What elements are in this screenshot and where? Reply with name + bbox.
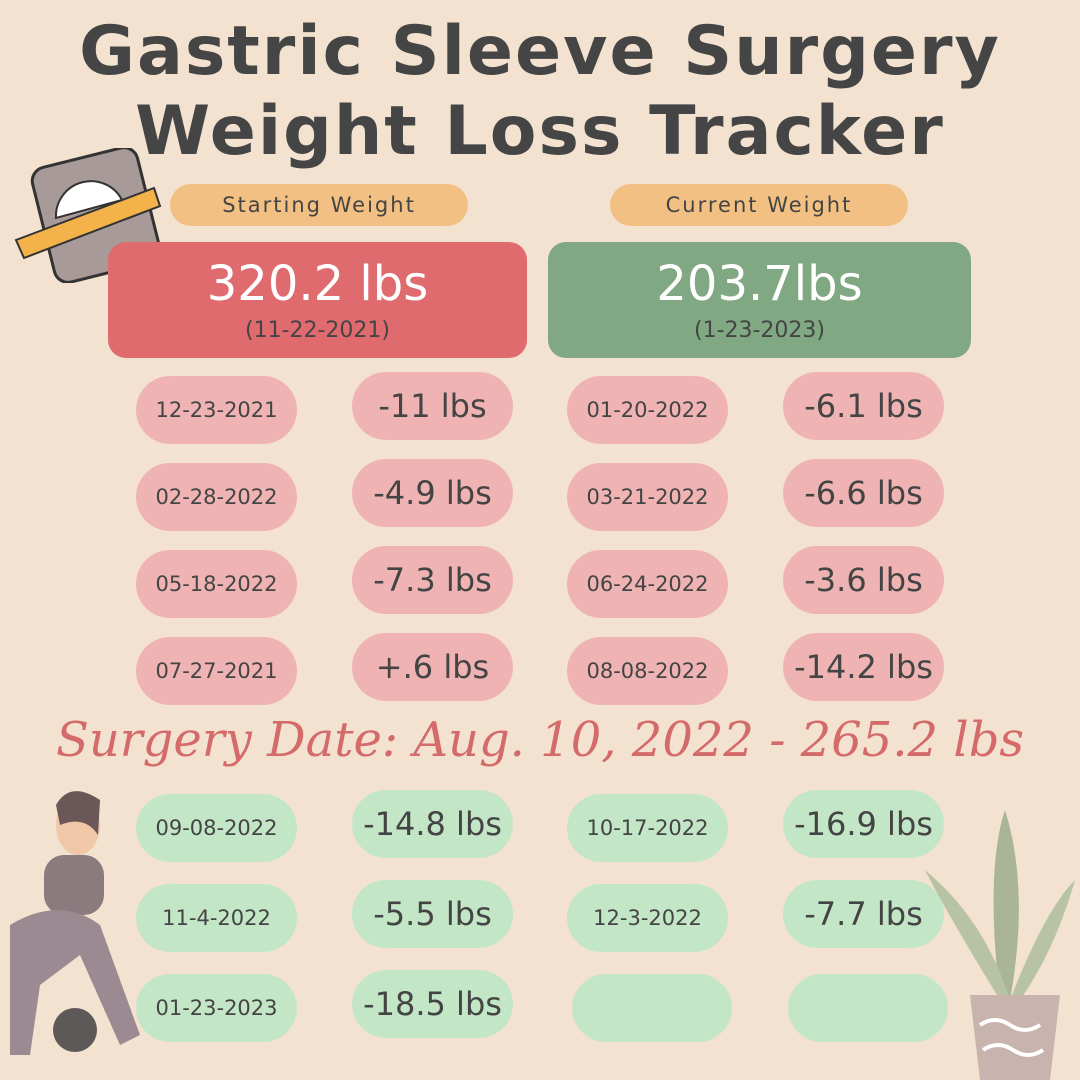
date-pill: 06-24-2022 <box>567 550 728 618</box>
label: Starting Weight <box>170 184 468 226</box>
current-card: 203.7lbs (1-23-2023) <box>548 242 971 358</box>
date-pill: 10-17-2022 <box>567 794 728 862</box>
change-pill: -14.8 lbs <box>352 790 513 858</box>
empty-pill <box>572 974 732 1042</box>
change-pill: -16.9 lbs <box>783 790 944 858</box>
change-pill: -7.3 lbs <box>352 546 513 614</box>
date: (11-22-2021) <box>244 318 391 343</box>
change-pill: -11 lbs <box>352 372 513 440</box>
date-pill: 12-3-2022 <box>567 884 728 952</box>
plant-illustration <box>925 810 1075 1080</box>
date-pill: 01-23-2023 <box>136 974 297 1042</box>
date: (1-23-2023) <box>693 318 826 343</box>
date-pill: 11-4-2022 <box>136 884 297 952</box>
date-pill: 03-21-2022 <box>567 463 728 531</box>
change-pill: -6.1 lbs <box>783 372 944 440</box>
title: Weight Loss Tracker <box>135 92 945 171</box>
title: Gastric Sleeve Surgery <box>79 12 1001 91</box>
change-pill: -5.5 lbs <box>352 880 513 948</box>
date-pill: 02-28-2022 <box>136 463 297 531</box>
change-pill: -7.7 lbs <box>783 880 944 948</box>
weight: 320.2 lbs <box>206 256 429 312</box>
date-pill: 08-08-2022 <box>567 637 728 705</box>
date-pill: 07-27-2021 <box>136 637 297 705</box>
change-pill: -14.2 lbs <box>783 633 944 701</box>
date-pill: 12-23-2021 <box>136 376 297 444</box>
date-pill: 09-08-2022 <box>136 794 297 862</box>
weight: 203.7lbs <box>656 256 863 312</box>
change-pill: +.6 lbs <box>352 633 513 701</box>
change-pill: -4.9 lbs <box>352 459 513 527</box>
change-pill: -3.6 lbs <box>783 546 944 614</box>
label: Current Weight <box>610 184 908 226</box>
surgery-date: Surgery Date: Aug. 10, 2022 - 265.2 lbs <box>55 712 1025 768</box>
change-pill: -18.5 lbs <box>352 970 513 1038</box>
change-pill: -6.6 lbs <box>783 459 944 527</box>
date-pill: 01-20-2022 <box>567 376 728 444</box>
empty-pill <box>788 974 948 1042</box>
date-pill: 05-18-2022 <box>136 550 297 618</box>
woman-illustration <box>10 791 140 1055</box>
starting-card: 320.2 lbs (11-22-2021) <box>108 242 527 358</box>
